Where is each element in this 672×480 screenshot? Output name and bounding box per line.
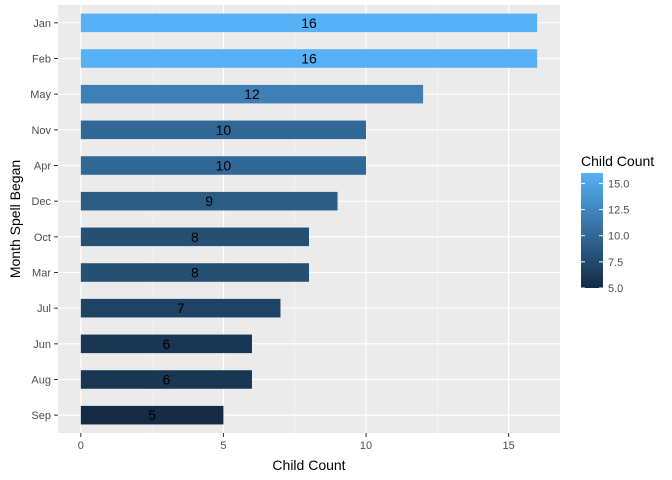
x-tick-label: 5	[220, 440, 226, 452]
y-tick-label: Aug	[31, 375, 51, 387]
bar-may	[80, 84, 424, 104]
y-axis-title: Month Spell Began	[7, 160, 23, 278]
data-label-oct: 8	[191, 229, 199, 245]
y-axis-ticks: Jan Feb May Nov Apr Dec Oct Mar Jul Jun Aug Sep	[30, 18, 58, 422]
legend-tick-label: 15.0	[608, 178, 629, 190]
y-tick-label: Mar	[32, 268, 51, 280]
x-axis-ticks: 0 5 10 15	[78, 433, 515, 452]
x-tick-label: 0	[78, 440, 84, 452]
legend-title: Child Count	[581, 153, 654, 169]
data-label-apr: 10	[216, 158, 232, 174]
data-labels: 16 16 12 10 10 9 8 8 7 6 6 5	[148, 15, 317, 423]
data-label-sep: 5	[148, 407, 156, 423]
data-label-mar: 8	[191, 265, 199, 281]
y-tick-label: May	[30, 89, 51, 101]
data-label-aug: 6	[162, 372, 170, 388]
bars	[80, 13, 538, 425]
bar-oct	[80, 227, 310, 247]
legend-tick-label: 5.0	[608, 283, 623, 295]
grid-minor	[151, 5, 438, 433]
bar-feb	[80, 49, 538, 68]
legend-tick-label: 12.5	[608, 205, 629, 217]
y-tick-label: Jul	[37, 303, 51, 315]
data-label-may: 12	[244, 86, 260, 102]
y-tick-label: Apr	[34, 161, 51, 173]
data-label-jul: 7	[177, 300, 185, 316]
y-tick-label: Jun	[33, 339, 51, 351]
legend-tick-label: 7.5	[608, 257, 623, 269]
bar-sep	[80, 405, 224, 425]
x-axis-title: Child Count	[272, 457, 345, 473]
y-tick-label: Nov	[31, 125, 51, 137]
data-label-feb: 16	[301, 51, 317, 67]
legend: Child Count 5.0 7.5 10.0 12.5 15.0	[581, 153, 654, 295]
data-label-nov: 10	[216, 122, 232, 138]
y-tick-label: Feb	[32, 54, 51, 66]
bar-jan	[80, 13, 538, 33]
plot-panel	[58, 5, 560, 433]
legend-tick-label: 10.0	[608, 231, 629, 243]
bar-mar	[80, 263, 310, 282]
bar-jul	[80, 298, 281, 318]
x-tick-label: 15	[503, 440, 515, 452]
legend-colorbar	[581, 173, 603, 288]
y-tick-label: Dec	[31, 196, 51, 208]
bar-dec	[80, 191, 338, 211]
y-tick-label: Oct	[34, 232, 51, 244]
x-tick-label: 10	[360, 440, 372, 452]
bar-jun	[80, 334, 252, 354]
data-label-jan: 16	[301, 15, 317, 31]
legend-ticks: 5.0 7.5 10.0 12.5 15.0	[581, 178, 629, 295]
bar-nov	[80, 120, 367, 140]
data-label-dec: 9	[205, 193, 213, 209]
bar-aug	[80, 370, 252, 389]
data-label-jun: 6	[162, 336, 170, 352]
y-tick-label: Jan	[33, 18, 51, 30]
bar-apr	[80, 156, 367, 175]
y-tick-label: Sep	[31, 410, 51, 422]
